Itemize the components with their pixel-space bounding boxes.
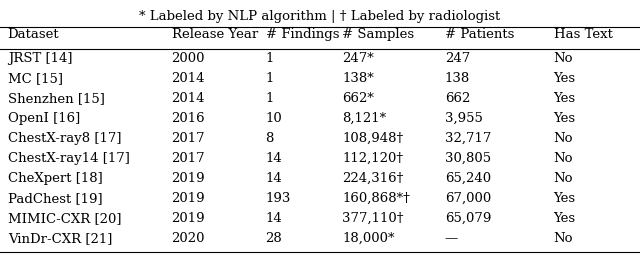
Text: 377,110†: 377,110† (342, 212, 404, 225)
Text: 18,000*: 18,000* (342, 232, 395, 245)
Text: 193: 193 (266, 192, 291, 205)
Text: ChestX-ray14 [17]: ChestX-ray14 [17] (8, 152, 129, 165)
Text: No: No (554, 232, 573, 245)
Text: 3,955: 3,955 (445, 112, 483, 125)
Text: 1: 1 (266, 52, 274, 65)
Text: 8,121*: 8,121* (342, 112, 387, 125)
Text: 67,000: 67,000 (445, 192, 491, 205)
Text: MC [15]: MC [15] (8, 72, 63, 85)
Text: CheXpert [18]: CheXpert [18] (8, 172, 102, 185)
Text: 2017: 2017 (172, 152, 205, 165)
Text: 8: 8 (266, 132, 274, 145)
Text: Release Year: Release Year (172, 28, 258, 41)
Text: Has Text: Has Text (554, 28, 612, 41)
Text: 30,805: 30,805 (445, 152, 491, 165)
Text: 1: 1 (266, 72, 274, 85)
Text: No: No (554, 172, 573, 185)
Text: # Patients: # Patients (445, 28, 514, 41)
Text: Yes: Yes (554, 192, 576, 205)
Text: 247: 247 (445, 52, 470, 65)
Text: 32,717: 32,717 (445, 132, 491, 145)
Text: Yes: Yes (554, 92, 576, 105)
Text: No: No (554, 132, 573, 145)
Text: No: No (554, 52, 573, 65)
Text: 2000: 2000 (172, 52, 205, 65)
Text: 28: 28 (266, 232, 282, 245)
Text: 1: 1 (266, 92, 274, 105)
Text: 112,120†: 112,120† (342, 152, 404, 165)
Text: 662: 662 (445, 92, 470, 105)
Text: No: No (554, 152, 573, 165)
Text: 662*: 662* (342, 92, 374, 105)
Text: 160,868*†: 160,868*† (342, 192, 410, 205)
Text: 10: 10 (266, 112, 282, 125)
Text: Dataset: Dataset (8, 28, 60, 41)
Text: 138: 138 (445, 72, 470, 85)
Text: * Labeled by NLP algorithm | † Labeled by radiologist: * Labeled by NLP algorithm | † Labeled b… (140, 10, 500, 23)
Text: 2016: 2016 (172, 112, 205, 125)
Text: ChestX-ray8 [17]: ChestX-ray8 [17] (8, 132, 121, 145)
Text: 65,079: 65,079 (445, 212, 491, 225)
Text: 2019: 2019 (172, 192, 205, 205)
Text: 2019: 2019 (172, 212, 205, 225)
Text: 14: 14 (266, 172, 282, 185)
Text: VinDr-CXR [21]: VinDr-CXR [21] (8, 232, 112, 245)
Text: 2014: 2014 (172, 72, 205, 85)
Text: Yes: Yes (554, 72, 576, 85)
Text: 65,240: 65,240 (445, 172, 491, 185)
Text: 2014: 2014 (172, 92, 205, 105)
Text: OpenI [16]: OpenI [16] (8, 112, 80, 125)
Text: 2020: 2020 (172, 232, 205, 245)
Text: 138*: 138* (342, 72, 374, 85)
Text: # Findings: # Findings (266, 28, 339, 41)
Text: 2019: 2019 (172, 172, 205, 185)
Text: 108,948†: 108,948† (342, 132, 404, 145)
Text: MIMIC-CXR [20]: MIMIC-CXR [20] (8, 212, 121, 225)
Text: Yes: Yes (554, 212, 576, 225)
Text: JRST [14]: JRST [14] (8, 52, 72, 65)
Text: 14: 14 (266, 212, 282, 225)
Text: 247*: 247* (342, 52, 374, 65)
Text: 2017: 2017 (172, 132, 205, 145)
Text: —: — (445, 232, 458, 245)
Text: Shenzhen [15]: Shenzhen [15] (8, 92, 104, 105)
Text: # Samples: # Samples (342, 28, 415, 41)
Text: PadChest [19]: PadChest [19] (8, 192, 102, 205)
Text: 224,316†: 224,316† (342, 172, 404, 185)
Text: Yes: Yes (554, 112, 576, 125)
Text: 14: 14 (266, 152, 282, 165)
